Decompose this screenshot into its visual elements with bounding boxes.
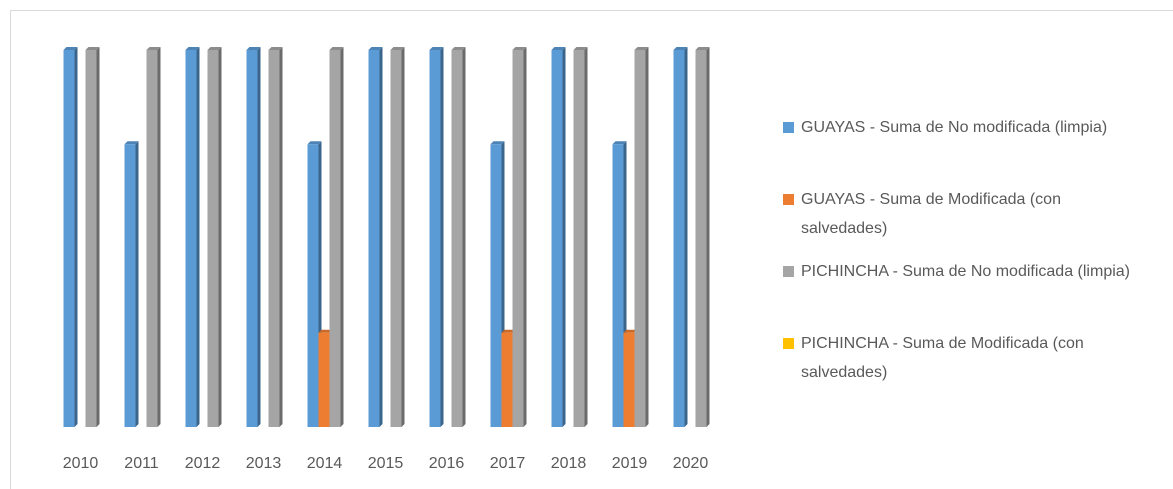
bar — [368, 50, 380, 427]
bar-side — [196, 47, 200, 427]
bar-top — [623, 329, 638, 333]
bar-side — [401, 47, 405, 427]
bar — [390, 50, 402, 427]
legend-swatch — [783, 194, 794, 205]
x-tick-label: 2010 — [63, 455, 99, 472]
bar — [329, 50, 341, 427]
bar-side — [279, 47, 283, 427]
bar — [512, 50, 524, 427]
x-tick-label: 2018 — [551, 455, 587, 472]
bar-side — [340, 47, 344, 427]
bar-top — [429, 47, 444, 50]
bar-top — [63, 47, 78, 50]
bar-top — [512, 47, 527, 50]
bar-side — [584, 47, 588, 427]
bar-top — [451, 47, 466, 50]
bar-top — [146, 47, 161, 50]
bar-side — [157, 47, 161, 427]
bar — [695, 50, 707, 427]
bar-top — [268, 47, 283, 50]
x-tick-label: 2012 — [185, 455, 221, 472]
bar — [623, 332, 635, 427]
bar — [307, 144, 319, 427]
bar-top — [390, 47, 405, 50]
bar — [429, 50, 441, 427]
bar-top — [368, 47, 383, 50]
bar — [634, 50, 646, 427]
bar-top — [551, 47, 566, 50]
bar — [63, 50, 75, 427]
legend-entry: GUAYAS - Suma de Modificada (con salveda… — [783, 185, 1146, 243]
x-tick-label: 2013 — [246, 455, 282, 472]
bar-side — [135, 141, 139, 427]
bar-top — [490, 141, 505, 145]
bar-side — [462, 47, 466, 427]
bar-top — [318, 329, 333, 333]
legend-entry: PICHINCHA - Suma de Modificada (con salv… — [783, 329, 1146, 387]
bar — [207, 50, 219, 427]
bar-side — [96, 47, 100, 427]
bar — [246, 50, 258, 427]
bar-top — [634, 47, 649, 50]
bar-top — [673, 47, 688, 50]
bar — [451, 50, 463, 427]
chart-border — [10, 10, 1173, 489]
bar-side — [218, 47, 222, 427]
bar-top — [207, 47, 222, 50]
x-tick-label: 2011 — [124, 455, 159, 472]
bar-side — [562, 47, 566, 427]
bar — [490, 144, 502, 427]
legend-label: GUAYAS - Suma de No modificada (limpia) — [801, 119, 1108, 136]
bar — [85, 50, 97, 427]
bar-top — [695, 47, 710, 50]
x-tick-label: 2020 — [673, 455, 709, 472]
legend-swatch — [783, 266, 794, 277]
bar — [268, 50, 280, 427]
legend-swatch — [783, 122, 794, 133]
bar-top — [307, 141, 322, 145]
legend-entry: GUAYAS - Suma de No modificada (limpia) — [783, 113, 1146, 142]
bar-side — [684, 47, 688, 427]
bar-top — [501, 329, 516, 333]
bar-top — [612, 141, 627, 145]
bar-side — [74, 47, 78, 427]
bar — [551, 50, 563, 427]
x-tick-label: 2016 — [429, 455, 465, 472]
bar-side — [379, 47, 383, 427]
bar — [573, 50, 585, 427]
bar — [146, 50, 158, 427]
legend-label: GUAYAS - Suma de Modificada (con salveda… — [801, 191, 1061, 237]
x-tick-label: 2015 — [368, 455, 404, 472]
bar-side — [257, 47, 261, 427]
legend-entry: PICHINCHA - Suma de No modificada (limpi… — [783, 257, 1146, 286]
bar-top — [85, 47, 100, 50]
bar-side — [645, 47, 649, 427]
bar — [318, 332, 330, 427]
bar — [612, 144, 624, 427]
bar-side — [523, 47, 527, 427]
bar — [501, 332, 513, 427]
legend-label: PICHINCHA - Suma de Modificada (con salv… — [801, 335, 1084, 381]
x-tick-label: 2014 — [307, 455, 343, 472]
bar — [673, 50, 685, 427]
bar-top — [185, 47, 200, 50]
bar-side — [440, 47, 444, 427]
bar-side — [706, 47, 710, 427]
legend-label: PICHINCHA - Suma de No modificada (limpi… — [801, 263, 1130, 280]
bar-top — [573, 47, 588, 50]
bar — [124, 144, 136, 427]
x-tick-label: 2019 — [612, 455, 648, 472]
x-tick-label: 2017 — [490, 455, 526, 472]
legend-swatch — [783, 338, 794, 349]
bar — [185, 50, 197, 427]
bar-top — [124, 141, 139, 145]
bar-top — [329, 47, 344, 50]
bar-top — [246, 47, 261, 50]
